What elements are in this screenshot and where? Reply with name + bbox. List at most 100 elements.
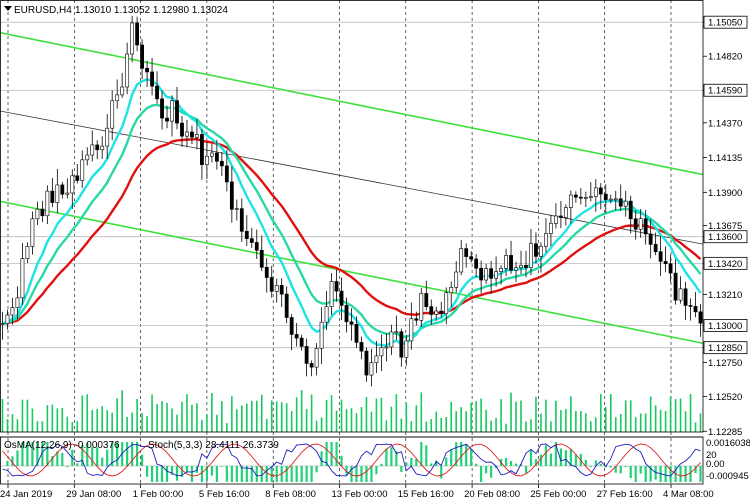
volume-bar	[250, 400, 253, 432]
volume-bar	[450, 401, 453, 432]
osma-bar	[644, 466, 647, 482]
volume-bar	[575, 411, 577, 432]
volume-bar	[614, 417, 617, 432]
x-tick-label: 15 Feb 16:00	[398, 489, 454, 500]
price-level-box	[703, 15, 748, 29]
volume-bar	[211, 392, 213, 432]
main-panel	[0, 0, 703, 432]
volume-bar	[96, 409, 99, 432]
candle-body	[75, 175, 80, 181]
volume-bar	[156, 404, 158, 432]
candle-body	[274, 285, 279, 292]
osma-bar	[435, 460, 438, 466]
candle-body	[384, 346, 389, 349]
candle-body	[613, 198, 618, 201]
time-axis: 24 Jan 2019 29 Jan 08:00 1 Feb 00:00 5 Feb …	[0, 484, 714, 500]
volume-bar	[320, 417, 323, 432]
candle-body	[678, 288, 683, 301]
osma-bar	[599, 463, 602, 466]
volume-bar	[236, 409, 238, 432]
volume-bar	[520, 400, 522, 432]
y-tick-label: 1.12750	[708, 358, 742, 369]
volume-bar	[355, 413, 358, 432]
osma-bar	[679, 466, 682, 482]
osma-bar	[634, 466, 637, 482]
osma-bar	[370, 466, 373, 482]
candle-body	[668, 263, 673, 274]
volume-bar	[16, 419, 19, 432]
long-ma-line	[0, 110, 704, 245]
volume-bar	[340, 399, 343, 432]
volume-bar	[595, 417, 597, 432]
osma-bar	[11, 456, 14, 466]
volume-bar	[221, 401, 223, 432]
candle-body	[603, 193, 608, 200]
candle-body	[578, 196, 583, 199]
osma-bar	[250, 466, 253, 482]
candle-body	[304, 346, 309, 364]
candle-body	[135, 22, 140, 46]
volume-bar	[31, 408, 34, 432]
osma-bar	[405, 462, 408, 466]
volume-bar	[81, 395, 84, 432]
volume-bar	[495, 417, 497, 432]
osma-bar	[340, 455, 343, 466]
volume-bar	[365, 397, 368, 432]
candle-body	[628, 200, 633, 220]
candle-body	[289, 317, 294, 335]
osma-bar	[300, 466, 303, 482]
osma-bar	[140, 454, 144, 466]
volume-bar	[405, 402, 408, 432]
volume-bar	[126, 416, 128, 432]
osma-bar	[609, 466, 612, 468]
candle-body	[0, 323, 5, 325]
candle-body	[200, 134, 204, 165]
osma-bar	[170, 466, 174, 475]
osma-bar	[564, 450, 567, 466]
osma-bar	[145, 466, 149, 477]
candle-body	[110, 100, 115, 129]
candle-body	[544, 233, 548, 247]
osma-bar	[549, 453, 553, 466]
candle-body	[474, 258, 479, 269]
volume-bar	[470, 402, 472, 432]
osma-label: OsMA(12,26,9) -0.000376	[4, 440, 120, 451]
volume-bar	[590, 421, 592, 432]
trend-channel	[0, 31, 704, 345]
volume-bar	[206, 414, 208, 432]
osma-bar	[81, 445, 84, 466]
volume-bar	[315, 420, 318, 432]
volume-bar	[505, 423, 507, 432]
main-frame	[0, 0, 704, 433]
osma-bar	[101, 457, 104, 466]
osma-bar	[684, 466, 687, 482]
candle-body	[344, 305, 349, 323]
osma-bar	[175, 466, 179, 481]
candle-body	[155, 85, 159, 100]
candle-body	[359, 342, 364, 352]
candle-body	[519, 264, 523, 269]
volume-bar	[101, 406, 104, 432]
osma-bar	[16, 450, 19, 466]
osma-bar	[245, 466, 248, 482]
candle-body	[269, 277, 274, 292]
candle-body	[648, 233, 653, 245]
dropdown-arrow-icon[interactable]	[4, 6, 12, 11]
stoch-signal-line	[2, 443, 701, 477]
volume-bar	[530, 419, 532, 432]
volume-bars	[1, 390, 702, 432]
volume-bar	[51, 404, 54, 432]
osma-bar	[694, 466, 697, 474]
candle-body	[608, 198, 613, 201]
volume-bar	[265, 418, 268, 432]
candle-body	[593, 187, 598, 197]
osma-bar	[310, 466, 313, 482]
candle-body	[658, 251, 663, 262]
candle-body	[568, 194, 573, 208]
volume-bar	[430, 419, 433, 432]
candle-body	[35, 208, 40, 220]
osma-bar	[185, 466, 189, 473]
x-tick-label: 27 Feb 16:00	[597, 489, 653, 500]
osma-bar	[66, 466, 69, 468]
